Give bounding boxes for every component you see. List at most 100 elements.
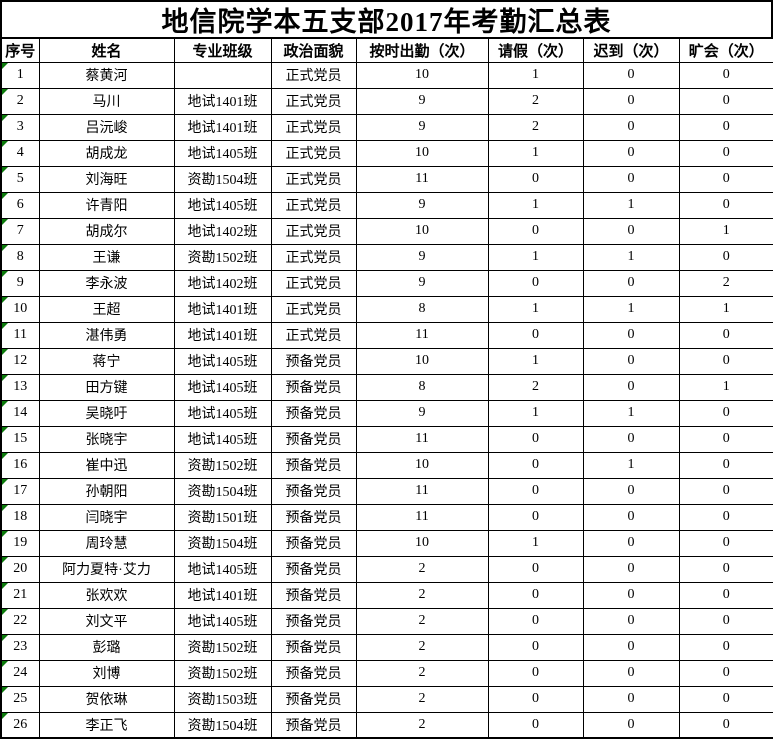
header-absent[interactable]: 旷会（次） [678,37,773,63]
cell-class[interactable]: 地试1405班 [173,399,272,427]
cell-class[interactable]: 资勘1504班 [173,477,272,505]
cell-leave[interactable]: 0 [487,607,584,635]
cell-late[interactable]: 0 [582,217,680,245]
cell-no[interactable]: 14 [0,399,40,427]
cell-leave[interactable]: 2 [487,373,584,401]
cell-class[interactable]: 资勘1504班 [173,711,272,739]
cell-no[interactable]: 19 [0,529,40,557]
cell-leave[interactable]: 0 [487,633,584,661]
cell-late[interactable]: 0 [582,269,680,297]
cell-absent[interactable]: 0 [678,581,773,609]
page-title[interactable]: 地信院学本五支部2017年考勤汇总表 [0,0,773,37]
cell-class[interactable]: 地试1405班 [173,347,272,375]
cell-absent[interactable]: 0 [678,685,773,713]
cell-status[interactable]: 预备党员 [270,373,357,401]
cell-name[interactable]: 李正飞 [38,711,175,739]
header-name[interactable]: 姓名 [38,37,175,63]
cell-leave[interactable]: 0 [487,321,584,349]
cell-on-time[interactable]: 2 [355,555,489,583]
cell-absent[interactable]: 0 [678,399,773,427]
cell-name[interactable]: 王谦 [38,243,175,271]
cell-name[interactable]: 张晓宇 [38,425,175,453]
cell-name[interactable]: 蔡黄河 [38,61,175,89]
cell-leave[interactable]: 0 [487,425,584,453]
cell-name[interactable]: 王超 [38,295,175,323]
cell-late[interactable]: 1 [582,451,680,479]
cell-absent[interactable]: 0 [678,451,773,479]
cell-status[interactable]: 预备党员 [270,659,357,687]
cell-on-time[interactable]: 10 [355,451,489,479]
cell-leave[interactable]: 1 [487,295,584,323]
cell-status[interactable]: 正式党员 [270,113,357,141]
cell-class[interactable]: 资勘1502班 [173,451,272,479]
cell-name[interactable]: 许青阳 [38,191,175,219]
cell-no[interactable]: 21 [0,581,40,609]
cell-status[interactable]: 预备党员 [270,633,357,661]
cell-class[interactable]: 地试1401班 [173,295,272,323]
cell-absent[interactable]: 0 [678,139,773,167]
cell-absent[interactable]: 0 [678,503,773,531]
cell-on-time[interactable]: 9 [355,269,489,297]
cell-late[interactable]: 1 [582,243,680,271]
cell-name[interactable]: 贺依琳 [38,685,175,713]
cell-leave[interactable]: 0 [487,477,584,505]
cell-on-time[interactable]: 10 [355,217,489,245]
cell-no[interactable]: 6 [0,191,40,219]
cell-name[interactable]: 张欢欢 [38,581,175,609]
cell-on-time[interactable]: 2 [355,659,489,687]
cell-late[interactable]: 0 [582,61,680,89]
cell-class[interactable]: 地试1405班 [173,555,272,583]
cell-on-time[interactable]: 2 [355,711,489,739]
cell-late[interactable]: 0 [582,581,680,609]
cell-class[interactable]: 地试1401班 [173,321,272,349]
cell-absent[interactable]: 0 [678,711,773,739]
header-on-time[interactable]: 按时出勤（次） [355,37,489,63]
cell-status[interactable]: 正式党员 [270,217,357,245]
cell-status[interactable]: 正式党员 [270,269,357,297]
cell-absent[interactable]: 0 [678,243,773,271]
header-leave[interactable]: 请假（次） [487,37,584,63]
header-late[interactable]: 迟到（次） [582,37,680,63]
cell-late[interactable]: 0 [582,555,680,583]
cell-class[interactable]: 资勘1502班 [173,633,272,661]
cell-leave[interactable]: 1 [487,139,584,167]
cell-status[interactable]: 预备党员 [270,399,357,427]
cell-no[interactable]: 26 [0,711,40,739]
cell-absent[interactable]: 2 [678,269,773,297]
cell-late[interactable]: 0 [582,347,680,375]
cell-no[interactable]: 2 [0,87,40,115]
cell-status[interactable]: 正式党员 [270,165,357,193]
cell-class[interactable]: 资勘1503班 [173,685,272,713]
cell-absent[interactable]: 0 [678,607,773,635]
cell-class[interactable]: 地试1401班 [173,581,272,609]
cell-on-time[interactable]: 2 [355,633,489,661]
cell-leave[interactable]: 0 [487,217,584,245]
cell-leave[interactable]: 0 [487,451,584,479]
cell-no[interactable]: 4 [0,139,40,167]
cell-no[interactable]: 8 [0,243,40,271]
cell-class[interactable]: 资勘1504班 [173,529,272,557]
cell-on-time[interactable]: 2 [355,685,489,713]
cell-name[interactable]: 刘博 [38,659,175,687]
cell-on-time[interactable]: 8 [355,295,489,323]
cell-absent[interactable]: 0 [678,87,773,115]
cell-leave[interactable]: 0 [487,503,584,531]
cell-leave[interactable]: 2 [487,87,584,115]
cell-leave[interactable]: 1 [487,243,584,271]
cell-leave[interactable]: 2 [487,113,584,141]
cell-status[interactable]: 预备党员 [270,607,357,635]
cell-status[interactable]: 预备党员 [270,685,357,713]
cell-no[interactable]: 20 [0,555,40,583]
cell-status[interactable]: 预备党员 [270,711,357,739]
cell-leave[interactable]: 0 [487,711,584,739]
cell-no[interactable]: 22 [0,607,40,635]
cell-no[interactable]: 10 [0,295,40,323]
cell-on-time[interactable]: 9 [355,243,489,271]
cell-no[interactable]: 7 [0,217,40,245]
cell-class[interactable]: 地试1405班 [173,191,272,219]
cell-no[interactable]: 23 [0,633,40,661]
cell-no[interactable]: 3 [0,113,40,141]
cell-status[interactable]: 预备党员 [270,425,357,453]
header-status[interactable]: 政治面貌 [270,37,357,63]
cell-status[interactable]: 预备党员 [270,529,357,557]
